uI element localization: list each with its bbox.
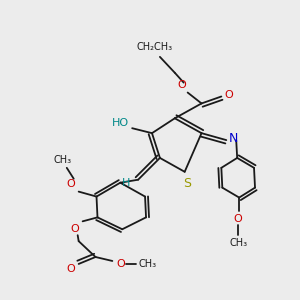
Text: H: H (122, 178, 130, 188)
Text: CH₃: CH₃ (139, 259, 157, 269)
Text: CH₃: CH₃ (54, 155, 72, 165)
Text: O: O (66, 264, 75, 274)
Text: O: O (224, 89, 233, 100)
Text: O: O (66, 179, 75, 189)
Text: N: N (229, 132, 238, 145)
Text: O: O (234, 214, 243, 224)
Text: O: O (177, 80, 186, 90)
Text: HO: HO (112, 118, 129, 128)
Text: CH₃: CH₃ (229, 238, 247, 248)
Text: S: S (183, 177, 191, 190)
Text: O: O (70, 224, 79, 234)
Text: O: O (116, 259, 125, 269)
Text: CH₂CH₃: CH₂CH₃ (137, 42, 173, 52)
